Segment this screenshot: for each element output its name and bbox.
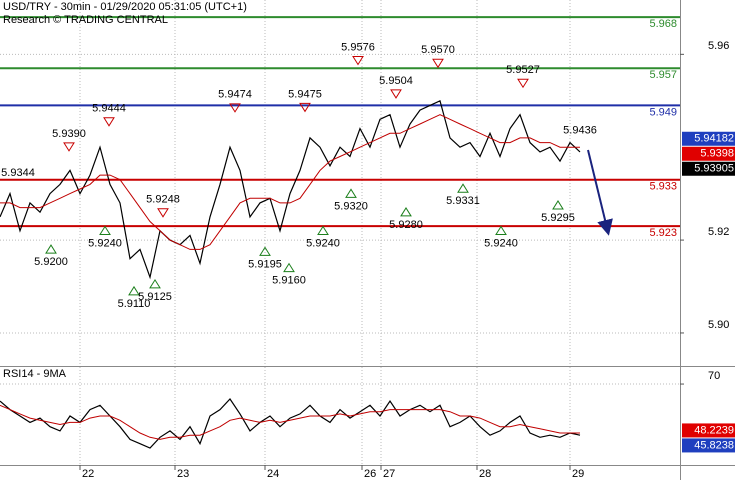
chart-subtitle: Research © TRADING CENTRAL — [3, 14, 168, 26]
swing-label: 5.9344 — [1, 167, 35, 179]
swing-label: 5.9576 — [341, 41, 375, 53]
swing-label: 5.9570 — [421, 44, 455, 56]
swing-high-marker — [299, 102, 311, 113]
swing-high-marker — [517, 78, 529, 89]
level-label: 5.957 — [649, 69, 677, 81]
swing-low-marker — [457, 183, 469, 193]
swing-low-marker — [400, 206, 412, 217]
x-tick-label: 26 — [364, 468, 376, 480]
swing-label: 5.9474 — [218, 89, 252, 101]
swing-label: 5.9240 — [306, 237, 340, 249]
swing-label: 5.9475 — [288, 88, 322, 100]
swing-label: 5.9331 — [446, 195, 480, 207]
swing-label: 5.9195 — [248, 258, 282, 270]
x-tick-label: 23 — [177, 468, 189, 480]
price-tag — [682, 146, 735, 161]
swing-low-marker — [495, 225, 507, 236]
swing-low-marker — [45, 244, 57, 254]
swing-label: 5.9504 — [379, 75, 413, 87]
swing-low-marker — [259, 246, 271, 256]
swing-label: 5.9444 — [92, 103, 126, 115]
swing-label: 5.9248 — [146, 194, 180, 206]
swing-label: 5.9527 — [506, 64, 540, 76]
swing-low-marker — [552, 200, 564, 210]
price-tag — [682, 423, 735, 438]
swing-label: 5.9436 — [563, 124, 597, 136]
swing-high-marker — [352, 55, 364, 66]
y-tick-label: 5.92 — [708, 226, 729, 238]
price-tag-label: 5.93905 — [694, 163, 734, 175]
x-tick-label: 28 — [479, 468, 491, 480]
level-label: 5.933 — [649, 181, 677, 193]
chart-title: USD/TRY - 30min - 01/29/2020 05:31:05 (U… — [3, 1, 247, 13]
y-tick-label: 5.90 — [708, 319, 729, 331]
swing-high-marker — [229, 103, 241, 113]
level-label: 5.949 — [649, 106, 677, 118]
level-label: 5.923 — [649, 227, 677, 239]
x-tick-label: 22 — [82, 468, 94, 480]
price-tag — [682, 161, 735, 176]
swing-label: 5.9295 — [541, 212, 575, 224]
swing-high-marker — [390, 89, 402, 99]
x-tick-label: 29 — [572, 468, 584, 480]
level-label: 5.968 — [649, 18, 677, 30]
swing-label: 5.9160 — [272, 275, 306, 287]
swing-label: 5.9200 — [34, 256, 68, 268]
swing-label: 5.9280 — [389, 219, 423, 231]
swing-high-marker — [103, 117, 115, 127]
y-tick-label: 70 — [708, 370, 720, 382]
swing-label: 5.9110 — [118, 298, 151, 310]
x-tick-label: 24 — [267, 468, 279, 480]
panel-title: RSI14 - 9MA — [3, 368, 67, 380]
swing-low-marker — [99, 225, 111, 236]
y-tick-label: 5.96 — [708, 40, 729, 52]
swing-low-marker — [317, 225, 329, 236]
forecast-arrow — [587, 149, 613, 236]
price-tag-label: 45.8238 — [694, 439, 734, 451]
series-line — [0, 114, 580, 250]
swing-high-marker — [432, 58, 444, 69]
swing-label: 5.9125 — [138, 291, 172, 303]
swing-low-marker — [128, 285, 140, 296]
swing-high-marker — [63, 142, 75, 152]
swing-low-marker — [345, 188, 357, 198]
price-tag-label: 48.2239 — [694, 424, 734, 436]
price-tag — [682, 438, 735, 453]
swing-label: 5.9390 — [52, 128, 86, 140]
x-tick-label: 27 — [383, 468, 395, 480]
price-tag — [682, 131, 735, 146]
swing-label: 5.9240 — [88, 237, 122, 249]
series-line — [0, 99, 581, 280]
price-tag-label: 5.94182 — [694, 133, 734, 145]
series-line — [0, 398, 581, 449]
swing-low-marker — [283, 262, 295, 273]
swing-label: 5.9320 — [334, 200, 368, 212]
price-tag-label: 5.9398 — [700, 148, 734, 160]
series-line — [0, 404, 580, 440]
swing-label: 5.9240 — [484, 237, 518, 249]
swing-low-marker — [149, 278, 161, 289]
swing-high-marker — [157, 208, 169, 218]
